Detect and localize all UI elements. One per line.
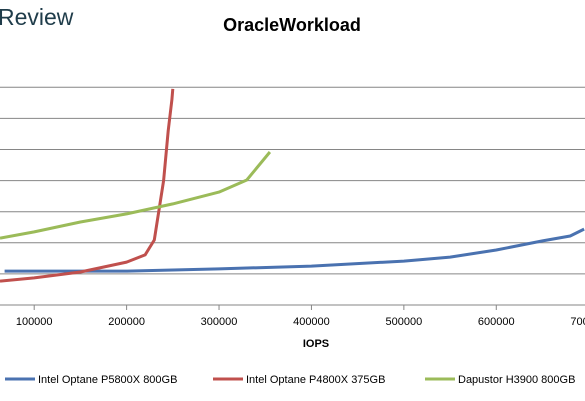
x-tick-label: 700000 xyxy=(570,316,585,328)
x-axis-label: IOPS xyxy=(303,338,329,350)
x-tick-label: 500000 xyxy=(386,316,423,328)
x-tick-label: 300000 xyxy=(201,316,238,328)
legend-label: Intel Optane P5800X 800GB xyxy=(38,374,177,386)
series-line xyxy=(0,151,272,240)
series-line xyxy=(4,227,585,273)
x-tick-label: 100000 xyxy=(16,316,53,328)
x-tick-label: 200000 xyxy=(108,316,145,328)
x-tick-label: 400000 xyxy=(293,316,330,328)
series-line xyxy=(0,88,175,283)
x-tick-label: 600000 xyxy=(478,316,515,328)
legend-label: Intel Optane P4800X 375GB xyxy=(246,374,385,386)
logo: Review xyxy=(0,4,74,30)
chart-title: OracleWorkload xyxy=(223,15,361,35)
legend-label: Dapustor H3900 800GB xyxy=(458,374,575,386)
